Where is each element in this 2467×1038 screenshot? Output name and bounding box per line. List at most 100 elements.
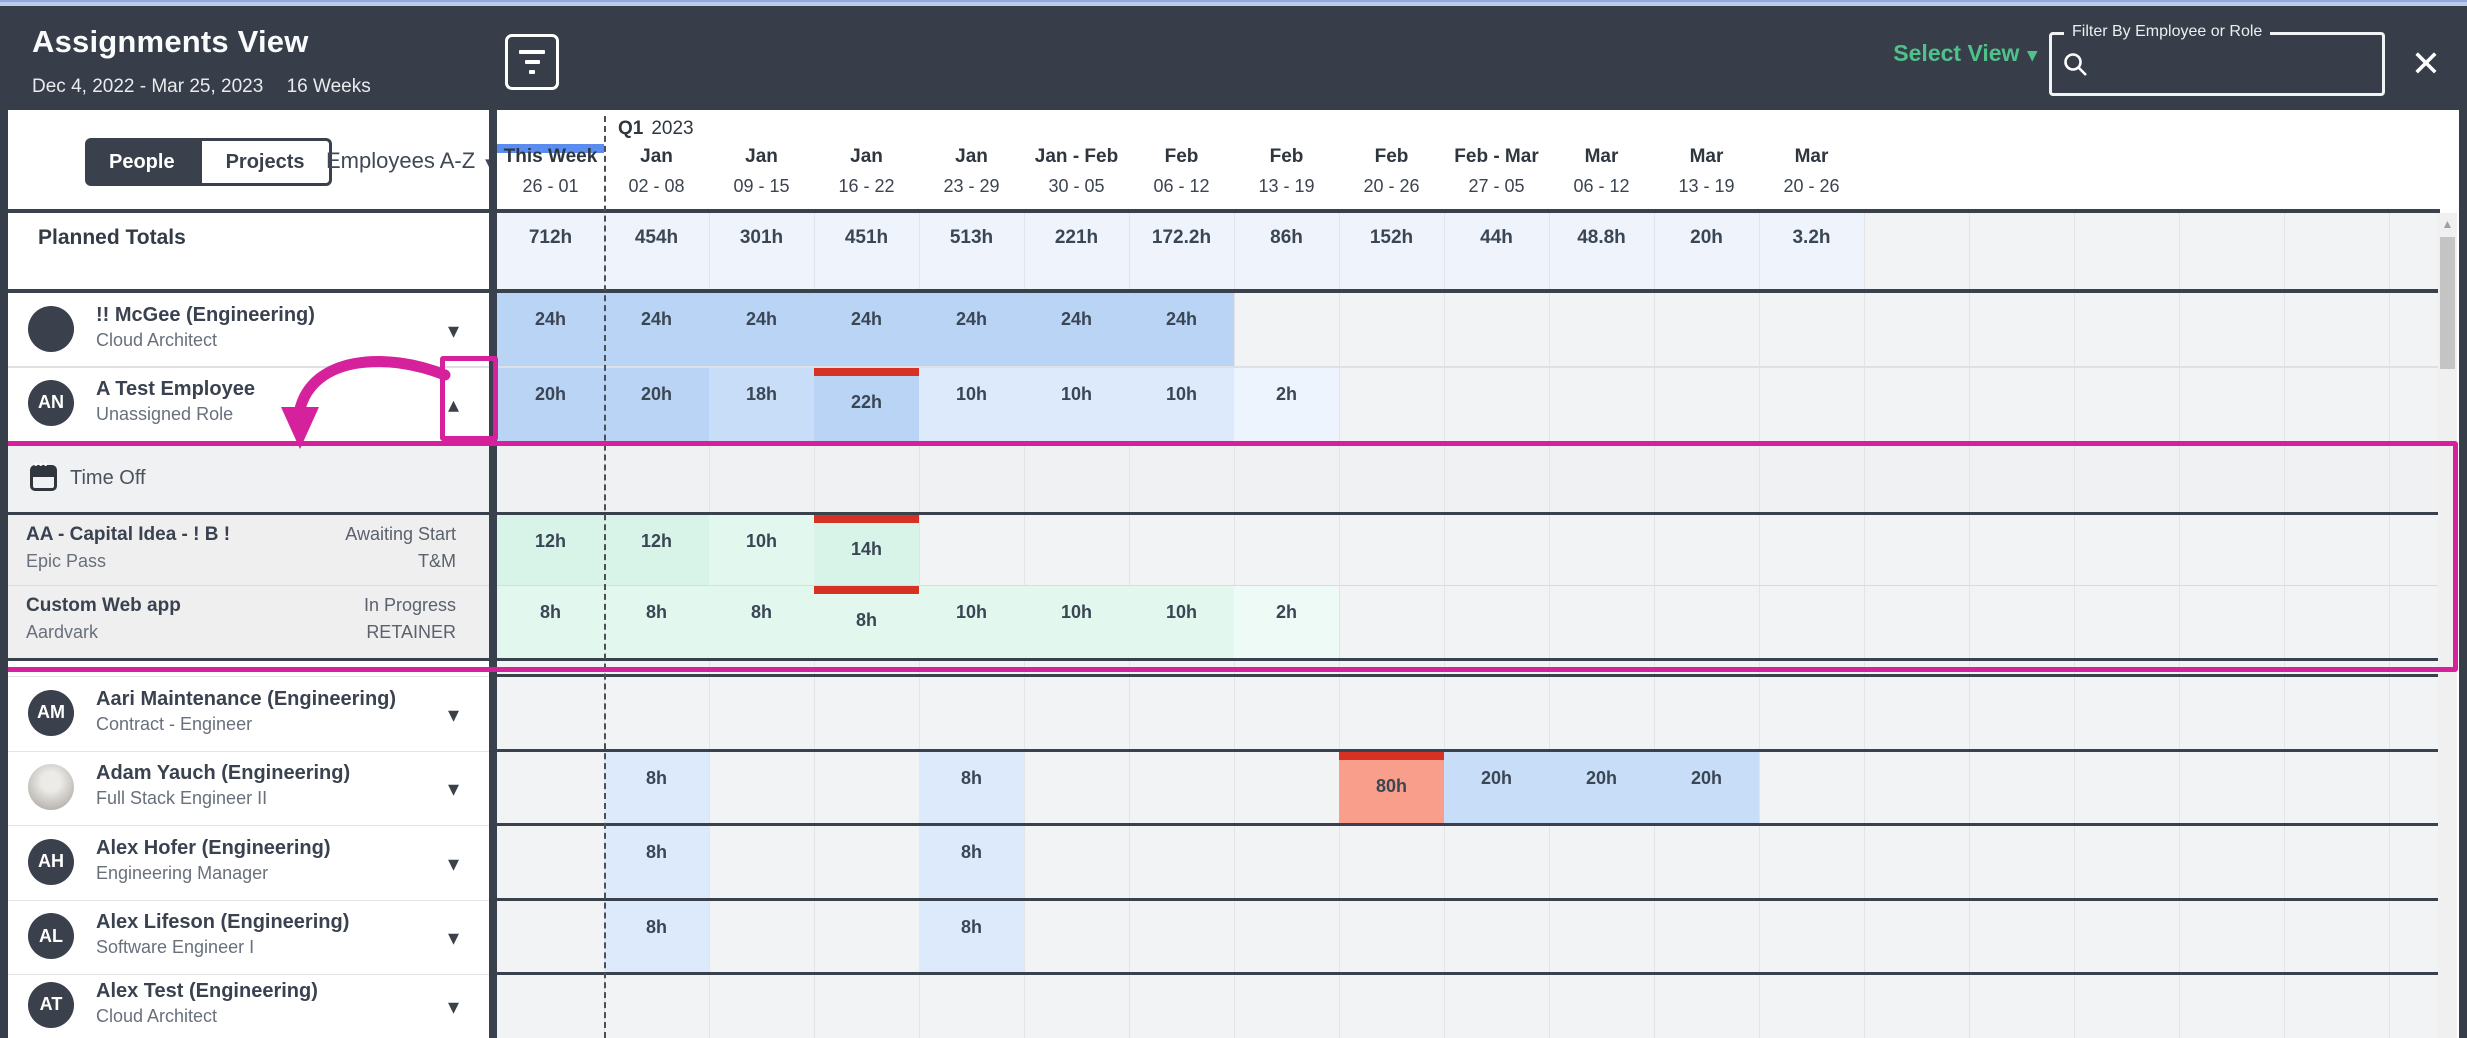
table-row[interactable]: Custom Web app Aardvark In Progress RETAINE… [8,586,2440,658]
allocation-cell[interactable]: 24h [919,293,1024,368]
column-dates: 26 - 01 [522,176,579,196]
row-separator [8,974,489,975]
table-row[interactable]: AM Aari Maintenance (Engineering) Contract… [8,677,2440,752]
current-week-bar [497,144,604,153]
column-month: Mar [1794,146,1829,167]
allocation-cell[interactable]: 2h [1234,368,1339,441]
allocation-cell[interactable]: 80h [1339,752,1444,826]
column-dates: 13 - 19 [1678,176,1735,196]
employee-filter-input[interactable] [2098,41,2376,89]
allocation-cell[interactable]: 10h [919,368,1024,441]
page-title: Assignments View [32,24,309,59]
allocation-cell[interactable]: 20h [1654,752,1759,826]
allocation-cell[interactable]: 20h [604,368,709,441]
column-header: Jan - Feb 30 - 05 [1024,110,1129,209]
employee-name: Alex Test (Engineering) [96,979,318,1002]
allocation-cell[interactable]: 8h [604,826,709,901]
window-top-strip [0,0,2467,6]
date-range: Dec 4, 2022 - Mar 25, 2023 16 Weeks [32,76,371,98]
row-separator [8,289,2440,293]
allocation-cell[interactable]: 18h [709,368,814,441]
column-header: Jan 23 - 29 [919,110,1024,209]
table-row[interactable]: AA - Capital Idea - ! B ! Epic Pass Awaiti… [8,515,2440,585]
tab-projects[interactable]: Projects [198,138,332,186]
allocation-cell[interactable]: 24h [1024,293,1129,368]
column-month: Jan [745,146,778,167]
column-header: Feb - Mar 27 - 05 [1444,110,1549,209]
allocation-cell[interactable]: 12h [497,515,604,585]
allocation-cell[interactable]: 24h [1129,293,1234,368]
chevron-down-icon: ▾ [2027,45,2037,66]
allocation-cell[interactable]: 10h [1129,368,1234,441]
allocation-cell[interactable]: 8h [604,901,709,975]
chevron-down-icon[interactable]: ▾ [448,993,460,1019]
allocation-cell[interactable]: 24h [604,293,709,368]
table-row[interactable]: AN A Test Employee Unassigned Role ▴ 20h 20h 1… [8,368,2440,441]
project-client: Epic Pass [26,551,107,571]
grid-line [1444,213,1445,1038]
allocation-cell[interactable]: 2h [1234,586,1339,658]
allocation-cell[interactable]: 8h [497,586,604,658]
allocation-cell[interactable]: 24h [814,293,919,368]
table-row[interactable]: AL Alex Lifeson (Engineering) Software Eng… [8,901,2440,975]
vertical-scrollbar[interactable]: ▲ [2438,213,2457,1038]
table-row[interactable]: AH Alex Hofer (Engineering) Engineering Ma… [8,826,2440,901]
chevron-down-icon[interactable]: ▾ [448,317,460,343]
chevron-down-icon[interactable]: ▾ [448,701,460,727]
allocation-cell[interactable]: 12h [604,515,709,585]
allocation-cell[interactable]: 10h [1024,586,1129,658]
planned-totals-band [497,213,1864,289]
avatar: AL [28,913,74,959]
allocation-value: 24h [1165,309,1198,329]
table-row[interactable]: AT Alex Test (Engineering) Cloud Architect… [8,975,2440,1038]
table-row[interactable]: !! McGee (Engineering) Cloud Architect ▾ 24… [8,293,2440,368]
filter-icon-button[interactable] [505,34,559,90]
scroll-up-arrow[interactable]: ▲ [2441,217,2454,231]
allocation-cell[interactable]: 8h [604,752,709,826]
column-header: Jan 09 - 15 [709,110,814,209]
allocation-cell[interactable]: 20h [497,368,604,441]
allocation-cell[interactable]: 8h [604,586,709,658]
row-separator [497,972,2440,975]
allocation-cell[interactable]: 10h [919,586,1024,658]
allocation-cell[interactable]: 8h [919,826,1024,901]
select-view-dropdown[interactable]: Select View ▾ [1893,40,2037,66]
tab-people[interactable]: People [85,138,199,186]
table-row[interactable]: Adam Yauch (Engineering) Full Stack Engin… [8,752,2440,826]
project-client: Aardvark [26,622,99,642]
chevron-up-icon[interactable]: ▴ [448,391,460,417]
planner-grid: People Projects Employees A-Z▾ Planned T… [8,110,2459,1038]
allocation-cell[interactable]: 10h [1024,368,1129,441]
employee-name: Alex Hofer (Engineering) [96,836,331,859]
row-separator [8,658,2440,661]
allocation-value: 24h [745,309,778,329]
allocation-value: 10h [1060,384,1093,404]
allocation-cell[interactable]: 24h [709,293,814,368]
allocation-cell[interactable]: 8h [814,586,919,658]
allocation-cell[interactable]: 20h [1549,752,1654,826]
scrollbar-thumb[interactable] [2440,237,2455,369]
allocation-cell[interactable]: 24h [497,293,604,368]
chevron-down-icon[interactable]: ▾ [448,925,460,950]
allocation-cell[interactable]: 8h [919,752,1024,826]
chevron-down-icon[interactable]: ▾ [448,776,460,801]
grid-line [1759,213,1760,1038]
close-icon[interactable]: ✕ [2410,43,2441,84]
table-row[interactable]: Time Off [8,445,2440,512]
planned-total-value: 3.2h [1792,227,1831,248]
search-icon [2064,53,2087,76]
avatar: AM [28,689,74,736]
allocation-cell[interactable]: 8h [919,901,1024,975]
allocation-cell[interactable]: 10h [1129,586,1234,658]
allocation-cell[interactable]: 8h [709,586,814,658]
sort-dropdown[interactable]: Employees A-Z▾ [326,148,494,174]
chevron-down-icon[interactable]: ▾ [448,850,460,876]
allocation-cell[interactable]: 22h [814,368,919,441]
column-header: Feb 13 - 19 [1234,110,1339,209]
allocation-value: 20h [640,384,673,404]
allocation-value: 8h [855,610,877,630]
allocation-cell[interactable]: 20h [1444,752,1549,826]
avatar: AT [28,981,74,1028]
allocation-cell[interactable]: 14h [814,515,919,585]
allocation-cell[interactable]: 10h [709,515,814,585]
